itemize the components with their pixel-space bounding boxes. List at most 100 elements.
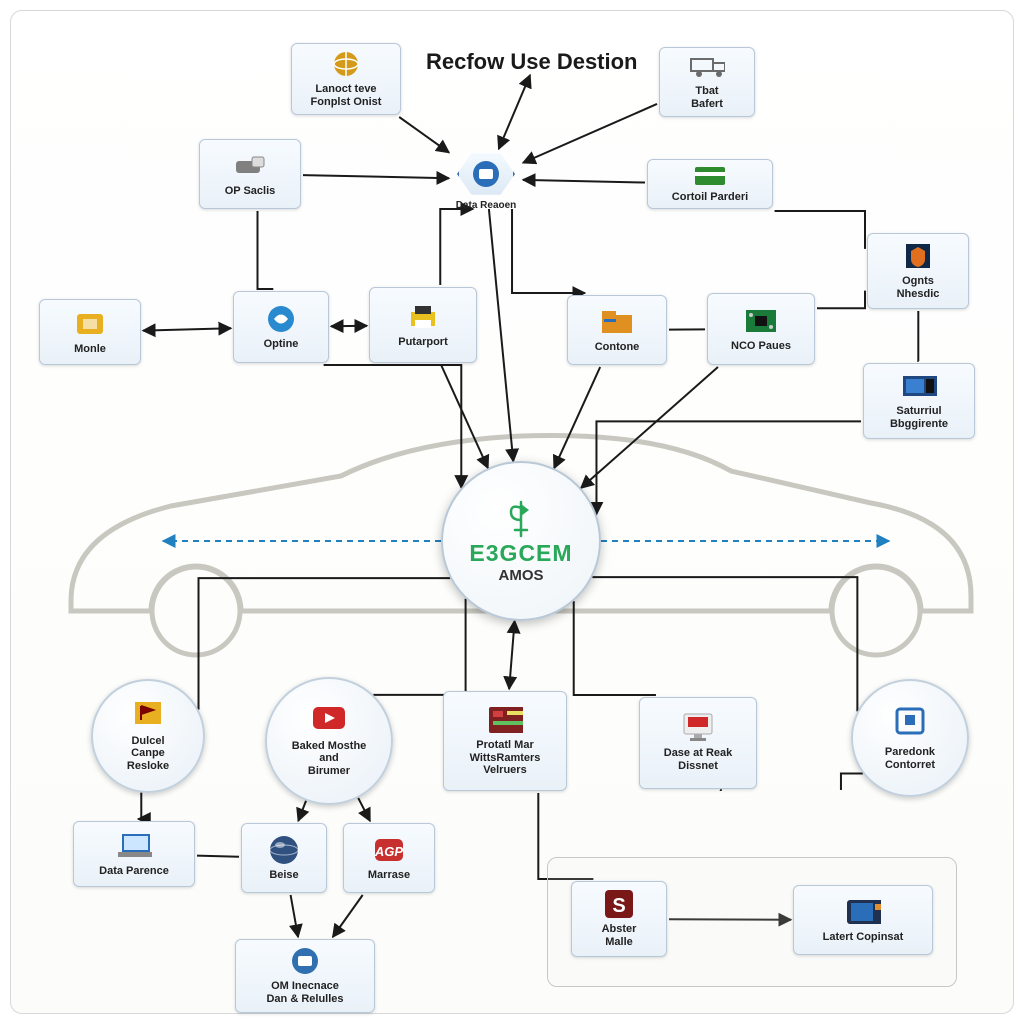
node-label: OM InecnaceDan & Relulles xyxy=(266,980,343,1005)
laptop-icon xyxy=(116,831,152,861)
node-label: AbsterMalle xyxy=(602,923,637,948)
node-abster: S AbsterMalle xyxy=(571,881,667,957)
svg-text:S: S xyxy=(612,895,625,917)
edge-beise-om-inecnace xyxy=(291,895,298,937)
node-ogsts: OgntsNhesdic xyxy=(867,233,969,309)
node-op-sacls: OP Saclis xyxy=(199,139,301,209)
device-icon xyxy=(232,151,268,181)
center-icon xyxy=(501,498,541,540)
node-label: OP Saclis xyxy=(225,185,276,198)
node-om-inecnace: OM InecnaceDan & Relulles xyxy=(235,939,375,1013)
edge-op-sacls-optine xyxy=(257,211,273,289)
edge-op-sacls-hex xyxy=(303,175,449,178)
edge-contone-center xyxy=(554,367,600,468)
edge-title-hex xyxy=(499,75,530,149)
edge-optine-putarport xyxy=(331,326,367,327)
node-label: Marrase xyxy=(368,869,410,882)
node-label: Optine xyxy=(264,338,299,351)
folder-icon xyxy=(599,307,635,337)
edge-baked-marrase xyxy=(358,798,370,821)
edge-hex-contone xyxy=(512,209,585,293)
node-data-parence: Data Parence xyxy=(73,821,195,887)
diagram-canvas: Recfow Use Destion E3GCEM AMOS Data Reao… xyxy=(10,10,1014,1014)
node-label: Protatl MarWittsRamtersVelruers xyxy=(470,739,541,777)
node-label: OgntsNhesdic xyxy=(897,275,940,300)
node-label: SaturriulBbggirente xyxy=(890,405,948,430)
shield-icon xyxy=(900,241,936,271)
node-label: Lanoct teveFonplst Onist xyxy=(311,83,382,108)
edge-cartol-ogsts xyxy=(775,211,865,249)
node-label: TbatBafert xyxy=(691,85,723,110)
node-ncu: NCO Paues xyxy=(707,293,815,365)
circle-label: DulcelCanpeResloke xyxy=(127,735,169,773)
edge-data-parence-beise xyxy=(197,856,239,857)
node-putarport: Putarport xyxy=(369,287,477,363)
hex-data-reaoen: Data Reaoen xyxy=(451,151,521,211)
edge-cartol-hex xyxy=(523,180,645,183)
chip-icon xyxy=(743,306,779,336)
node-marrase: AGP Marrase xyxy=(343,823,435,893)
globe-icon xyxy=(328,49,364,79)
center-main-label: E3GCEM xyxy=(469,540,572,567)
node-label: Latert Copinsat xyxy=(823,931,904,944)
node-lanoct: Lanoct teveFonplst Onist xyxy=(291,43,401,115)
card-icon xyxy=(692,165,728,187)
node-label: Cortoil Parderi xyxy=(672,191,748,204)
node-label: Contone xyxy=(595,341,640,354)
node-optine: Optine xyxy=(233,291,329,363)
hex-label: Data Reaoen xyxy=(456,200,517,211)
node-cartol: Cortoil Parderi xyxy=(647,159,773,209)
center-sub-label: AMOS xyxy=(499,567,544,584)
edge-putarport-center xyxy=(441,365,488,468)
play-icon xyxy=(311,705,347,736)
edge-marrase-om-inecnace xyxy=(333,895,363,937)
circle-label: ParedonkContorret xyxy=(885,746,935,771)
node-label: Data Parence xyxy=(99,865,169,878)
node-latert: Latert Copinsat xyxy=(793,885,933,955)
s-badge-icon: S xyxy=(601,889,637,919)
node-saturrul: SaturriulBbggirente xyxy=(863,363,975,439)
disc-icon xyxy=(287,946,323,976)
center-node: E3GCEM AMOS xyxy=(441,461,601,621)
sphere-icon xyxy=(266,835,302,865)
circle-baked: Baked MostheandBirumer xyxy=(265,677,393,805)
node-monle: Monle xyxy=(39,299,141,365)
node-label: Dase at ReakDissnet xyxy=(664,747,733,772)
edge-center-paredonk xyxy=(592,577,857,711)
truck-icon xyxy=(689,53,725,81)
diagram-title: Recfow Use Destion xyxy=(426,49,638,75)
edge-monle-optine xyxy=(143,328,231,330)
edge-dulcel-data-parence xyxy=(138,793,141,819)
circle-dulcel: DulcelCanpeResloke xyxy=(91,679,205,793)
edge-hex-center xyxy=(489,209,513,461)
edge-lanoct-hex xyxy=(399,117,449,153)
edge-center-protatl xyxy=(509,621,514,689)
edge-ncu-center xyxy=(581,367,718,488)
edge-saturrul-center xyxy=(596,421,861,514)
badge-icon: AGP xyxy=(371,835,407,865)
circle-paredonk: ParedonkContorret xyxy=(851,679,969,797)
flag-icon xyxy=(133,700,163,731)
edge-tbat-hex xyxy=(523,104,657,163)
node-beise: Beise xyxy=(241,823,327,893)
sim-icon xyxy=(72,309,108,339)
circle-label: Baked MostheandBirumer xyxy=(292,740,367,778)
node-label: NCO Paues xyxy=(731,340,791,353)
node-protatl: Protatl MarWittsRamtersVelruers xyxy=(443,691,567,791)
bracket-icon xyxy=(893,705,927,742)
edge-putarport-hex xyxy=(440,209,473,285)
monitor-red-icon xyxy=(680,713,716,743)
node-contone: Contone xyxy=(567,295,667,365)
edge-optine-center xyxy=(324,365,462,488)
edge-ncu-ogsts xyxy=(817,291,865,309)
node-tbat: TbatBafert xyxy=(659,47,755,117)
edge-center-baked xyxy=(373,599,465,695)
edge-paredonk-group xyxy=(841,773,863,790)
printer-icon xyxy=(405,302,441,332)
svg-text:AGP: AGP xyxy=(374,844,404,859)
node-label: Monle xyxy=(74,343,106,356)
node-label: Putarport xyxy=(398,336,448,349)
dashboard-icon xyxy=(487,705,523,735)
swirl-icon xyxy=(263,304,299,334)
node-dase: Dase at ReakDissnet xyxy=(639,697,757,789)
